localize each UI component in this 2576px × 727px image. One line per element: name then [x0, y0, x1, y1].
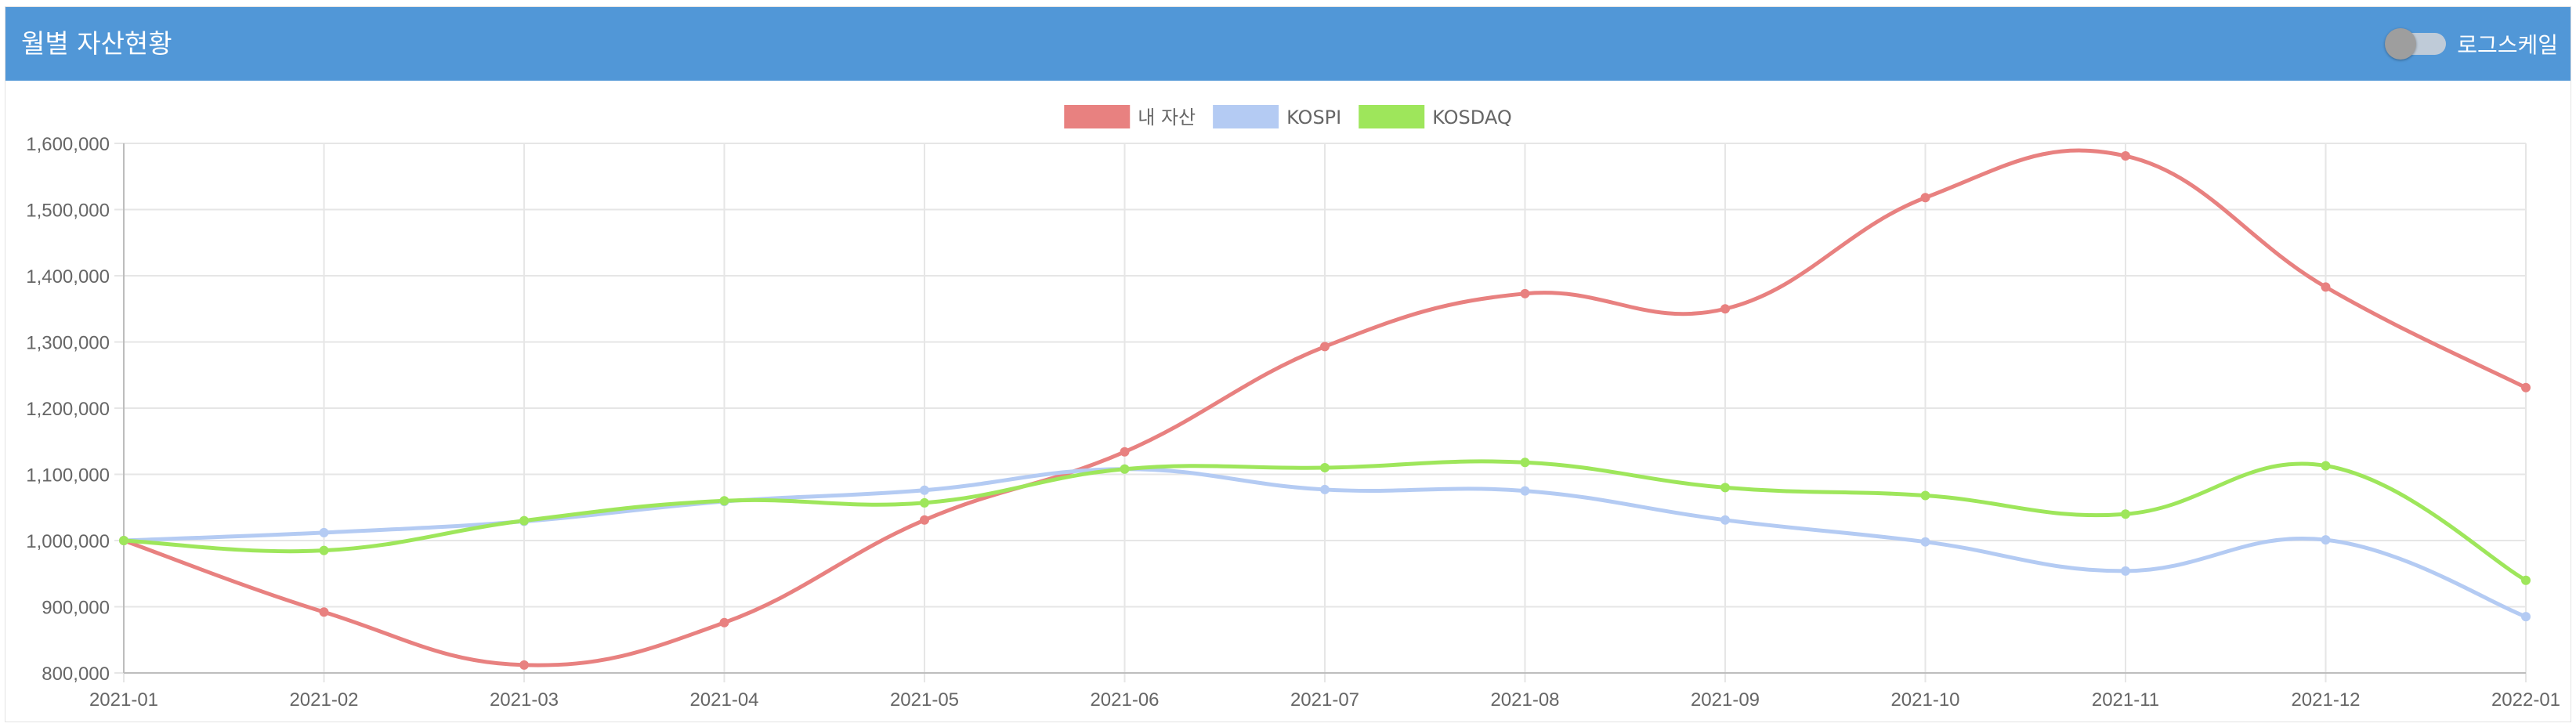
chart-axes	[123, 143, 2526, 674]
data-point[interactable]	[1320, 484, 1330, 494]
data-point[interactable]	[2321, 535, 2331, 545]
data-point[interactable]	[2521, 382, 2531, 392]
data-point[interactable]	[1720, 515, 1730, 525]
x-tick-label: 2021-01	[89, 689, 158, 711]
legend-label[interactable]: 내 자산	[1138, 107, 1196, 128]
log-scale-toggle-group: 로그스케일	[2385, 7, 2558, 81]
y-tick-label: 1,400,000	[26, 266, 110, 288]
data-point[interactable]	[519, 515, 529, 526]
card-header: 월별 자산현황 로그스케일	[5, 7, 2571, 81]
data-point[interactable]	[2521, 575, 2531, 585]
x-tick-label: 2021-09	[1691, 689, 1760, 711]
legend-swatch[interactable]	[1064, 105, 1131, 128]
y-tick-label: 1,600,000	[26, 134, 110, 155]
data-point[interactable]	[1720, 304, 1730, 314]
x-tick-label: 2021-11	[2092, 689, 2159, 711]
asset-status-card: 월별 자산현황 로그스케일	[5, 6, 2571, 722]
data-point[interactable]	[2121, 509, 2130, 519]
page-title: 월별 자산현황	[21, 28, 172, 59]
data-point[interactable]	[1920, 490, 1930, 501]
y-tick-label: 1,100,000	[26, 465, 110, 486]
data-point[interactable]	[519, 660, 529, 670]
log-scale-toggle[interactable]	[2385, 28, 2447, 60]
data-point[interactable]	[2321, 282, 2331, 292]
data-point[interactable]	[1520, 486, 1530, 496]
data-point[interactable]	[2121, 151, 2130, 161]
data-point[interactable]	[2321, 461, 2331, 471]
data-point[interactable]	[1920, 193, 1930, 203]
x-tick-label: 2021-10	[1890, 689, 1959, 711]
toggle-knob[interactable]	[2385, 28, 2417, 60]
x-tick-label: 2021-08	[1490, 689, 1559, 711]
legend-swatch[interactable]	[1359, 105, 1425, 128]
y-tick-label: 1,500,000	[26, 201, 110, 222]
data-point[interactable]	[2121, 566, 2130, 576]
y-tick-label: 1,000,000	[26, 531, 110, 552]
x-tick-label: 2021-04	[689, 689, 758, 711]
x-tick-label: 2021-03	[490, 689, 559, 711]
data-point[interactable]	[1320, 463, 1330, 473]
data-point[interactable]	[920, 497, 929, 508]
x-axis-tick-labels: 2021-01 2021-02 2021-03 2021-04 2021-05 2021-…	[89, 689, 2560, 711]
data-point[interactable]	[719, 617, 729, 628]
legend-label[interactable]: KOSPI	[1286, 107, 1341, 128]
y-tick-label: 1,200,000	[26, 399, 110, 420]
chart-grid	[114, 143, 2527, 682]
x-tick-label: 2022-01	[2491, 689, 2560, 711]
legend-label[interactable]: KOSDAQ	[1432, 107, 1512, 128]
x-tick-label: 2021-07	[1290, 689, 1359, 711]
series-points	[119, 151, 2531, 670]
data-point[interactable]	[1520, 288, 1530, 298]
data-point[interactable]	[319, 545, 329, 555]
data-point[interactable]	[1720, 483, 1730, 493]
log-scale-label: 로그스케일	[2457, 32, 2558, 58]
y-tick-label: 1,300,000	[26, 333, 110, 354]
data-point[interactable]	[719, 496, 729, 506]
y-axis-tick-labels: 800,000 900,000 1,000,000 1,100,000 1,200,00…	[26, 134, 110, 685]
data-point[interactable]	[920, 515, 929, 525]
x-tick-label: 2021-06	[1090, 689, 1159, 711]
data-point[interactable]	[319, 607, 329, 617]
data-point[interactable]	[319, 527, 329, 537]
data-point[interactable]	[1920, 537, 1930, 547]
y-tick-label: 900,000	[42, 598, 110, 619]
data-point[interactable]	[1320, 342, 1330, 352]
data-point[interactable]	[1120, 464, 1130, 474]
data-point[interactable]	[1120, 447, 1130, 457]
x-tick-label: 2021-05	[890, 689, 959, 711]
data-point[interactable]	[920, 485, 929, 495]
legend-swatch[interactable]	[1213, 105, 1279, 128]
chart-legend: 내 자산 KOSPI KOSDAQ	[1064, 105, 1512, 128]
data-point[interactable]	[1520, 458, 1530, 468]
x-tick-label: 2021-02	[289, 689, 358, 711]
data-point[interactable]	[119, 536, 128, 545]
y-tick-label: 800,000	[42, 664, 110, 685]
data-point[interactable]	[2521, 612, 2531, 622]
x-tick-label: 2021-12	[2291, 689, 2360, 711]
